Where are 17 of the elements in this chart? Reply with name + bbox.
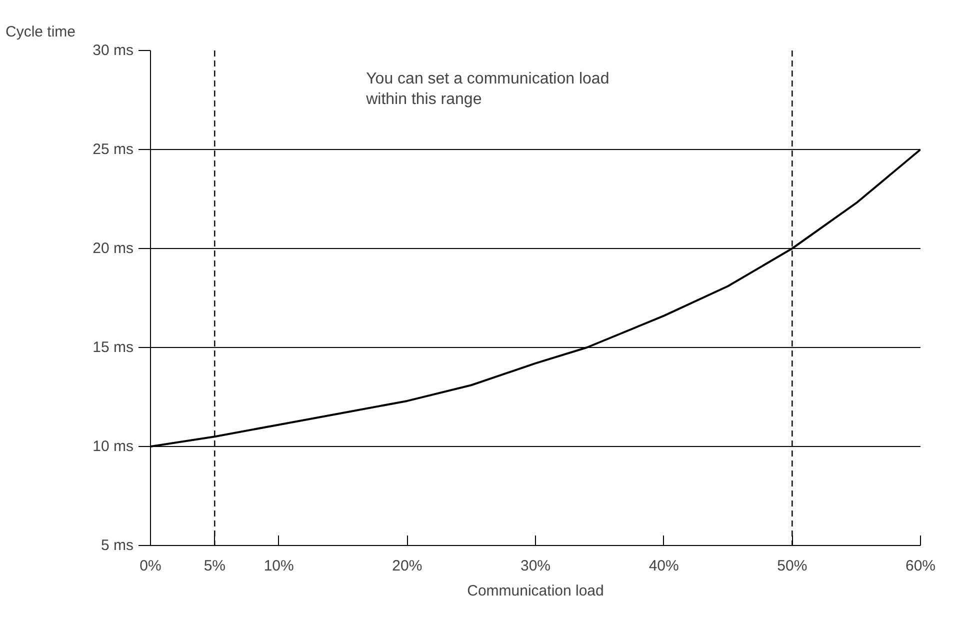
y-tick-label: 10 ms <box>92 438 134 455</box>
annotation: You can set a communication load within this range <box>365 70 610 108</box>
y-tick-label: 15 ms <box>92 339 134 356</box>
x-axis-title: Communication load <box>467 582 604 600</box>
x-tick-label: 0% <box>140 558 162 574</box>
y-tick-label: 30 ms <box>92 42 134 59</box>
x-tick-label: 40% <box>648 558 679 574</box>
y-tick-label: 20 ms <box>92 240 134 257</box>
x-tick-label: 5% <box>204 558 226 574</box>
y-tick-label: 5 ms <box>100 537 134 554</box>
x-tick-label: 30% <box>520 558 551 574</box>
y-tick-label: 25 ms <box>92 141 134 158</box>
x-tick-label: 50% <box>777 558 808 574</box>
x-tick-label: 20% <box>392 558 422 574</box>
x-tick-label: 10% <box>264 558 294 574</box>
x-tick-label: 60% <box>905 558 936 574</box>
y-axis-title: Cycle time <box>6 24 76 40</box>
